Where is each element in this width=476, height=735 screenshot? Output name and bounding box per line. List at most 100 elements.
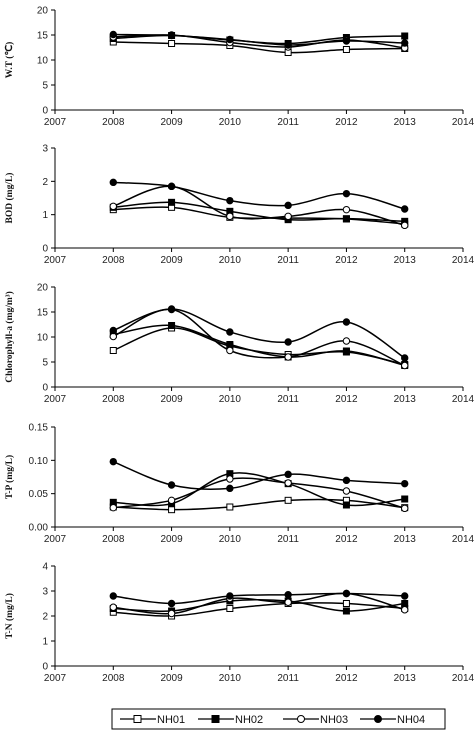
x-tick-label: 2007: [44, 255, 67, 266]
y-axis-label: W.T (℃): [4, 42, 15, 79]
data-point-nh03: [167, 496, 176, 505]
series-line-nh02: [113, 201, 405, 223]
data-point-nh04: [109, 457, 117, 466]
x-tick-label: 2012: [335, 673, 358, 684]
series-line-nh03: [112, 308, 406, 367]
chart-panel-5: 0 1 2 3 4 2007 2008 2009 2010 2011 2012 2013 2014 T-N…: [4, 562, 475, 685]
series-nh04: [109, 305, 409, 362]
data-point-nh03: [109, 503, 117, 512]
data-point-nh03: [401, 504, 409, 513]
data-point-nh04: [284, 338, 292, 346]
series-line-nh01: [113, 41, 405, 54]
x-tick-label: 2010: [219, 534, 242, 545]
x-tick-label: 2012: [335, 117, 358, 128]
y-tick-label: 2: [42, 612, 48, 623]
data-point-nh03: [109, 603, 117, 611]
x-tick-label: 2008: [102, 394, 125, 405]
legend-marker-nh02: [211, 715, 220, 723]
data-point-nh04: [226, 196, 234, 205]
data-point-nh02: [401, 32, 409, 40]
legend-label-nh04: NH04: [397, 714, 425, 726]
series-line-nh01: [113, 602, 405, 617]
y-tick-label: 2: [42, 177, 48, 188]
series-nh04: [109, 178, 409, 213]
x-tick-label: 2007: [44, 673, 67, 684]
series-line-nh04: [113, 308, 406, 359]
data-point-nh01: [168, 40, 176, 47]
x-tick-label: 2011: [277, 534, 299, 545]
y-tick-label: 0: [42, 662, 48, 673]
data-point-nh02: [226, 341, 234, 348]
x-tick-label: 2011: [277, 117, 299, 128]
series-line-nh04: [113, 181, 405, 210]
data-point-nh04: [284, 470, 292, 479]
y-tick-label: 1: [42, 210, 48, 221]
data-point-nh01: [342, 600, 350, 607]
series-line-nh01: [113, 498, 405, 511]
x-tick-label: 2012: [335, 534, 358, 545]
series-nh04: [109, 589, 409, 608]
series-nh03: [109, 182, 409, 230]
data-point-nh04: [226, 484, 234, 493]
data-point-nh04: [401, 592, 409, 600]
data-point-nh04: [401, 354, 409, 362]
data-point-nh02: [168, 198, 176, 206]
data-point-nh03: [109, 202, 117, 211]
data-point-nh01: [226, 605, 234, 612]
data-point-nh02: [342, 347, 350, 355]
data-point-nh03: [284, 479, 292, 487]
x-tick-label: 2008: [102, 255, 125, 266]
x-tick-label: 2008: [102, 673, 125, 684]
x-tick-label: 2009: [160, 255, 183, 266]
data-point-nh03: [401, 606, 409, 614]
data-point-nh02: [401, 495, 409, 503]
data-point-nh03: [401, 221, 409, 230]
legend-box: [111, 708, 446, 730]
y-tick-label: 20: [37, 283, 49, 294]
data-point-nh04: [109, 326, 117, 335]
y-axis-label: BOD (mg/L): [4, 173, 15, 224]
chart-panel-2: 0 1 2 3 2007 2008 2009 2010 2011 2012 2013 2014 BOD …: [4, 144, 475, 267]
x-tick-label: 2013: [394, 673, 417, 684]
legend-marker-nh01: [133, 715, 142, 723]
y-axis-label: T-P (mg/L): [4, 455, 15, 499]
series-line-nh03: [113, 477, 405, 510]
y-tick-label: 15: [37, 31, 49, 42]
data-point-nh03: [226, 475, 234, 483]
x-tick-label: 2014: [452, 534, 475, 545]
x-tick-label: 2010: [219, 394, 242, 405]
legend-marker-nh03: [297, 715, 305, 723]
data-point-nh01: [109, 347, 117, 354]
legend-label-nh02: NH02: [235, 714, 263, 726]
legend-item-nh03: NH03: [283, 714, 348, 726]
data-point-nh04: [167, 305, 176, 313]
data-point-nh04: [284, 201, 292, 210]
data-point-nh04: [342, 476, 351, 485]
x-tick-label: 2007: [44, 534, 67, 545]
series-line-nh02: [113, 324, 405, 367]
data-point-nh03: [226, 212, 234, 221]
series-line-nh04: [113, 460, 405, 490]
data-point-nh02: [168, 322, 176, 329]
data-point-nh04: [342, 37, 351, 45]
data-point-nh04: [342, 318, 351, 326]
y-tick-label: 10: [37, 333, 49, 344]
data-point-nh03: [342, 205, 351, 214]
y-tick-label: 15: [37, 308, 49, 319]
x-tick-label: 2007: [44, 117, 67, 128]
y-tick-label: 0: [42, 383, 48, 394]
legend-marker-nh04: [374, 715, 382, 723]
y-tick-label: 4: [42, 562, 48, 573]
x-tick-label: 2013: [394, 534, 417, 545]
legend: NH01 NH02 NH03 NH04: [111, 708, 446, 730]
data-point-nh03: [342, 337, 351, 345]
data-point-nh04: [401, 479, 409, 488]
legend-label-nh01: NH01: [157, 714, 185, 726]
x-tick-label: 2014: [452, 117, 475, 128]
series-nh03: [109, 305, 409, 370]
y-tick-label: 3: [42, 144, 48, 155]
data-point-nh03: [109, 332, 117, 341]
data-point-nh04: [109, 592, 117, 600]
x-tick-label: 2010: [219, 255, 242, 266]
